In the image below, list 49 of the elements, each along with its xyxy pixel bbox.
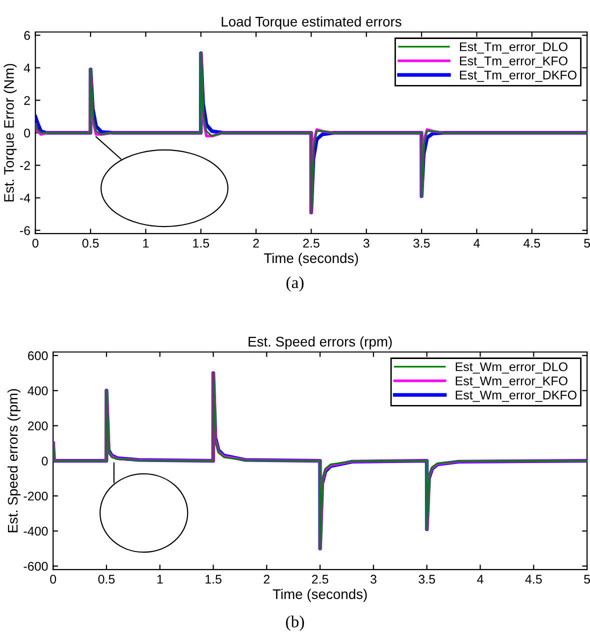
chart-title: Load Torque estimated errors <box>222 16 402 30</box>
x-tick-label: 1.5 <box>193 238 210 248</box>
x-tick-label: 3 <box>363 238 370 248</box>
x-tick-label: 2.5 <box>303 238 320 248</box>
x-tick-label: 0.5 <box>82 238 99 248</box>
x-tick-label: 0 <box>50 574 56 584</box>
x-tick-label: 3.5 <box>418 574 436 584</box>
y-axis-title: Est. Speed errors (rpm) <box>8 389 20 532</box>
x-tick-label: 3.5 <box>413 238 430 248</box>
y-tick-label: 600 <box>28 351 48 360</box>
x-axis-title: Time (seconds) <box>272 588 367 602</box>
legend-label: Est_Tm_error_DLO <box>460 42 568 54</box>
y-axis-title: Est. Torque Error (Nm) <box>4 64 17 202</box>
y-tick-label: -2 <box>20 161 30 170</box>
legend-label: Est_Tm_error_DKFO <box>460 70 576 82</box>
chart-title: Est. Speed errors (rpm) <box>248 336 392 350</box>
y-tick-label: 0 <box>24 128 30 138</box>
legend-label: Est_Tm_error_KFO <box>460 56 568 68</box>
legend-label: Est_Wm_error_DKFO <box>456 390 576 402</box>
x-tick-label: 2.5 <box>312 574 328 584</box>
y-tick-label: 6 <box>24 31 30 40</box>
x-tick-label: 2 <box>264 574 270 584</box>
y-tick-label: 2 <box>24 96 30 105</box>
x-tick-label: 1.5 <box>206 574 222 584</box>
x-axis-title: Time (seconds) <box>264 252 358 266</box>
x-tick-label: 1 <box>157 574 163 584</box>
x-tick-label: 4.5 <box>525 574 542 584</box>
x-tick-label: 4 <box>474 238 480 248</box>
y-tick-label: 0 <box>42 456 48 466</box>
y-tick-label: 4 <box>24 64 30 72</box>
y-tick-label: 200 <box>28 422 48 430</box>
y-tick-label: -6 <box>20 226 30 235</box>
legend-label: Est_Wm_error_KFO <box>456 376 568 388</box>
x-tick-label: 3 <box>370 574 376 584</box>
text: (a) <box>286 276 304 292</box>
y-tick-label: -4 <box>20 194 30 202</box>
x-tick-label: 2 <box>253 238 259 248</box>
y-tick-label: -400 <box>24 526 48 536</box>
x-tick-label: 1 <box>143 238 149 248</box>
x-tick-label: 4 <box>477 574 484 584</box>
y-tick-label: 400 <box>28 386 48 396</box>
y-tick-label: -600 <box>24 562 48 571</box>
x-tick-label: 5 <box>584 574 590 584</box>
x-tick-label: 5 <box>584 238 590 248</box>
text: (b) <box>286 616 304 631</box>
legend-label: Est_Wm_error_DLO <box>456 362 568 374</box>
x-tick-label: 0.5 <box>98 574 115 584</box>
x-tick-label: 4.5 <box>523 238 540 248</box>
y-tick-label: -200 <box>24 492 48 501</box>
